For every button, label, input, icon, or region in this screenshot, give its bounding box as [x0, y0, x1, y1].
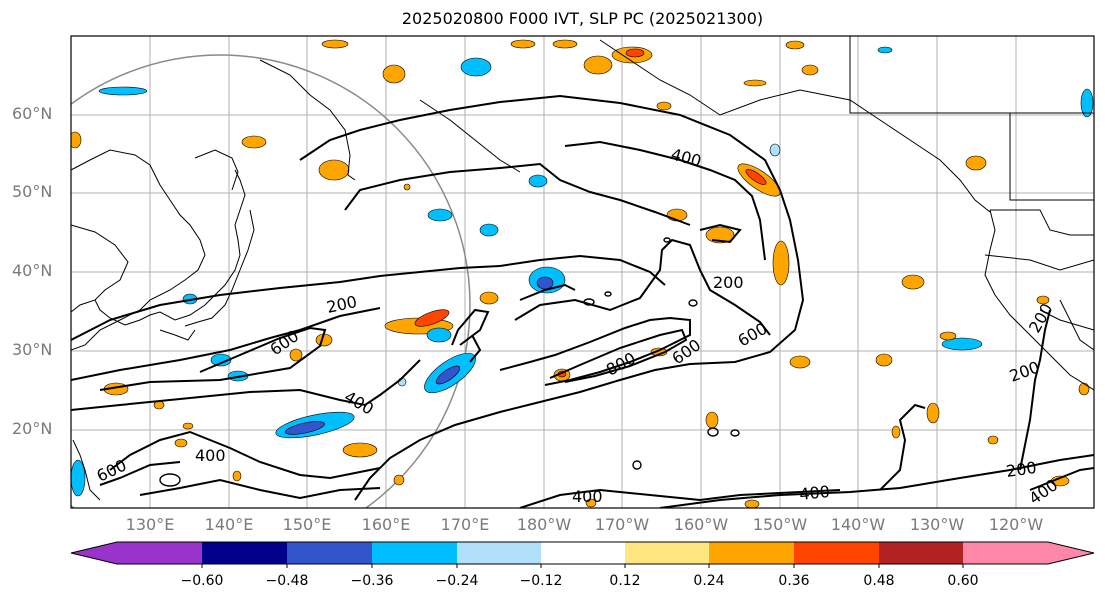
contour-label: 200: [1007, 357, 1042, 385]
contour-label: 400: [669, 145, 703, 171]
lon-label: 140°E: [204, 515, 254, 534]
lat-label: 60°N: [12, 104, 53, 123]
contour-label: 400: [572, 487, 603, 506]
lon-label: 140°W: [830, 515, 886, 534]
contour-label: 400: [195, 446, 226, 465]
coastlines: [71, 36, 1094, 501]
lon-label: 150°E: [282, 515, 332, 534]
colorbar-tick: 0.12: [609, 573, 641, 589]
colorbar-tick: 0.48: [863, 573, 895, 589]
lon-label: 160°W: [673, 515, 729, 534]
lat-label: 50°N: [12, 182, 53, 201]
map-frame: [70, 35, 1095, 509]
graticule: [71, 36, 1094, 508]
lon-label: 120°W: [988, 515, 1044, 534]
lat-label: 30°N: [12, 340, 53, 359]
colorbar-tick: −0.48: [265, 573, 309, 589]
colorbar-segment: [202, 542, 287, 564]
lat-label: 40°N: [12, 261, 53, 280]
colorbar-segment: [879, 542, 963, 564]
lon-label: 130°E: [125, 515, 175, 534]
colorbar-segment: [963, 542, 1048, 564]
black-contours: [71, 94, 1094, 508]
colorbar-tick: −0.36: [350, 573, 394, 589]
colorbar-segment: [457, 542, 541, 564]
lon-label: 180°W: [516, 515, 572, 534]
ivt-shading: [71, 39, 1094, 508]
contour-label: 200: [713, 273, 744, 292]
colorbar-segment: [287, 542, 372, 564]
map-title: 2025020800 F000 IVT, SLP PC (2025021300): [401, 9, 764, 28]
colorbar-segment: [709, 542, 794, 564]
lon-label: 160°E: [361, 515, 411, 534]
colorbar-tick: 0.36: [778, 573, 810, 589]
colorbar-tick: −0.12: [519, 573, 563, 589]
colorbar-segment: [372, 542, 457, 564]
contour-fragments: [159, 237, 740, 487]
lon-label: 170°E: [440, 515, 490, 534]
lon-label: 130°W: [909, 515, 965, 534]
colorbar-tick: 0.60: [947, 573, 979, 589]
contour-label: 600: [735, 319, 771, 351]
colorbar-segment: [794, 542, 879, 564]
colorbar-tick: −0.60: [180, 573, 224, 589]
colorbar-extend-right: [1048, 542, 1094, 564]
contour-label: 400: [798, 482, 830, 504]
contour-label: 200: [1025, 300, 1057, 336]
lon-label: 170°W: [594, 515, 650, 534]
colorbar-segment: [625, 542, 709, 564]
colorbar-tick: 0.24: [693, 573, 725, 589]
colorbar-segment: [117, 542, 202, 564]
range-circle: [71, 54, 471, 508]
colorbar-extend-left: [71, 542, 117, 564]
colorbar-segment: [541, 542, 625, 564]
colorbar-tick: −0.24: [435, 573, 479, 589]
contour-label: 200: [1005, 458, 1038, 481]
colorbar: [70, 541, 1095, 568]
lat-label: 20°N: [12, 419, 53, 438]
lon-label: 150°W: [752, 515, 808, 534]
